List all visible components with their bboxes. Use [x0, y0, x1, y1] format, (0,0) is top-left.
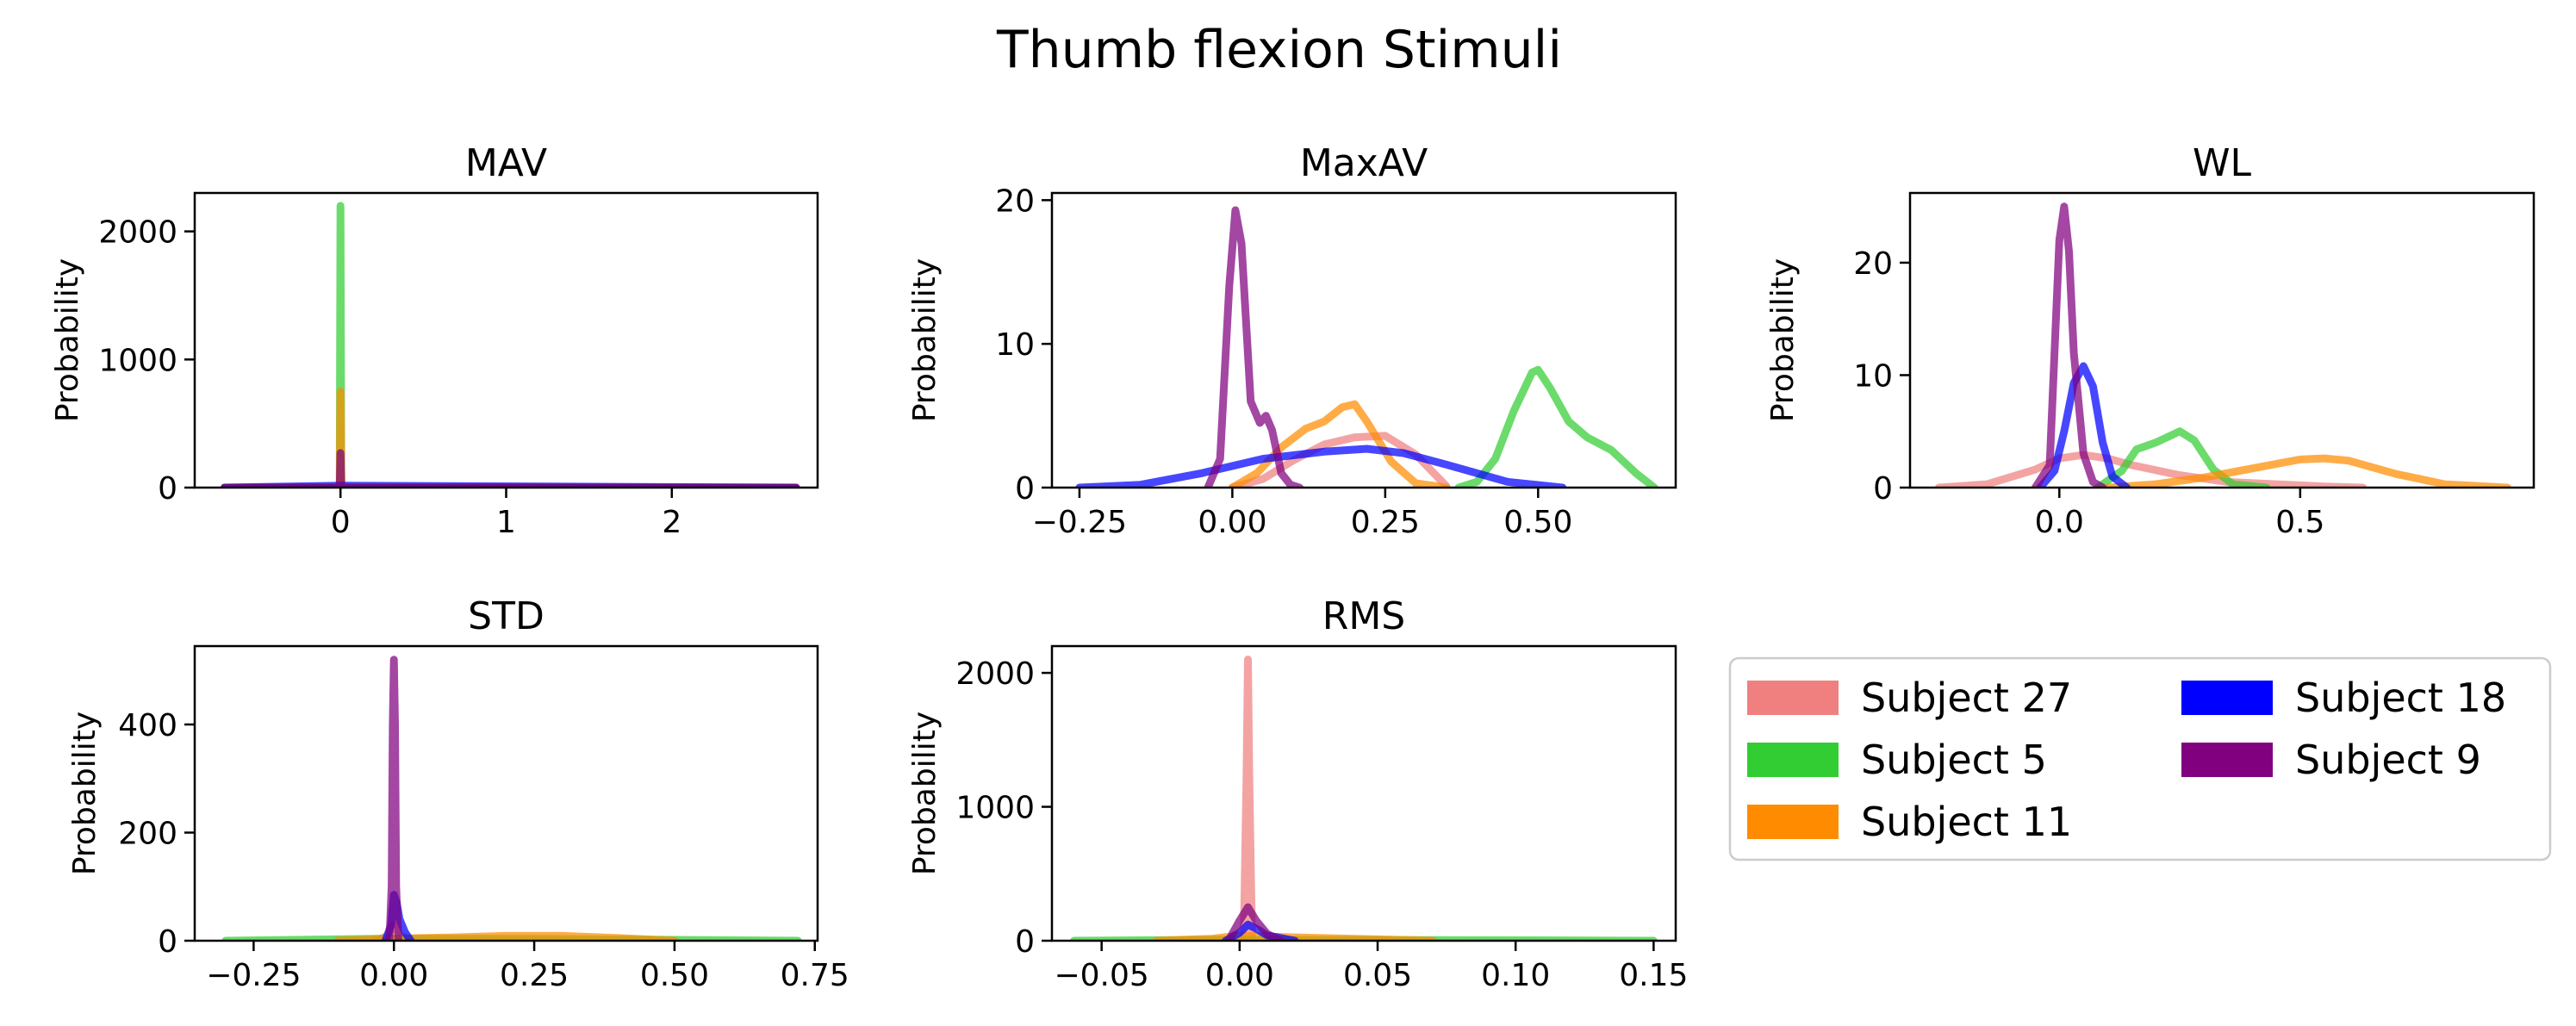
y-axis-label-rms: Probability	[907, 712, 943, 875]
subplot-title-wl: WL	[2193, 141, 2252, 185]
series-line-wl-subject-11	[2103, 454, 2511, 488]
legend-swatch-subject-5	[1747, 743, 1839, 777]
x-tick-label: 0	[331, 505, 351, 540]
x-tick-label: 0.25	[1351, 505, 1420, 540]
y-tick-label: 200	[118, 816, 177, 851]
series-line-mav-subject-9	[221, 449, 800, 488]
x-tick-label: 0.50	[640, 958, 709, 993]
y-tick-label: 0	[1873, 471, 1893, 507]
legend-label-subject-5: Subject 5	[1861, 737, 2047, 783]
y-tick-label: 2000	[98, 215, 177, 251]
figure-title: Thumb flexion Stimuli	[996, 20, 1562, 80]
series-group-rms	[1070, 656, 1658, 941]
series-group-wl	[1935, 202, 2511, 488]
series-line-mav-subject-11	[221, 388, 800, 488]
series-line-wl-subject-5	[2094, 427, 2271, 488]
y-axis-label-wl: Probability	[1765, 258, 1801, 422]
subplot-maxav: MaxAV Probability −0.25 0.00 0.25 0.50 0 10 20	[907, 141, 1677, 540]
y-tick-label: 400	[118, 708, 177, 743]
x-tick-label: 0.0	[2035, 505, 2084, 540]
y-axis-label-mav: Probability	[50, 258, 85, 422]
series-line-maxav-subject-5	[1454, 365, 1658, 488]
x-tick-label: 2	[662, 505, 681, 540]
y-tick-label: 0	[1015, 471, 1035, 507]
legend-label-subject-27: Subject 27	[1861, 675, 2072, 721]
x-tick-label: 0.00	[359, 958, 428, 993]
series-line-maxav-subject-18	[1075, 445, 1567, 488]
legend-label-subject-18: Subject 18	[2295, 675, 2506, 721]
y-tick-label: 1000	[955, 791, 1035, 826]
axes-frame-wl	[1908, 191, 2536, 489]
legend-swatch-subject-18	[2181, 681, 2273, 715]
y-tick-label: 2000	[955, 656, 1035, 692]
legend: Subject 27 Subject 5 Subject 11 Subject 18 S…	[1728, 656, 2552, 861]
y-axis-label-std: Probability	[67, 712, 103, 875]
x-tick-label: 0.5	[2275, 505, 2324, 540]
y-tick-label: 10	[995, 327, 1035, 363]
series-group-maxav	[1075, 206, 1658, 488]
x-tick-label: 0.00	[1205, 958, 1274, 993]
series-line-rms-subject-27	[1240, 656, 1256, 941]
x-tick-label: −0.05	[1054, 958, 1148, 993]
subplot-std: STD Probability −0.25 0.00 0.25 0.50 0.75 0 200 4…	[67, 594, 849, 993]
axes-frame-mav	[193, 191, 819, 489]
x-tick-label: 1	[496, 505, 516, 540]
axes-frame-rms	[1050, 644, 1677, 942]
axes-frame-std	[193, 644, 819, 942]
legend-label-subject-11: Subject 11	[1861, 799, 2072, 845]
series-group-mav	[221, 202, 800, 488]
y-tick-label: 0	[158, 924, 177, 960]
subplot-wl: WL Probability 0.0 0.5 0 10 20	[1765, 141, 2536, 540]
series-line-wl-subject-9	[2031, 202, 2107, 488]
subplot-title-rms: RMS	[1322, 594, 1405, 638]
axes-frame-maxav	[1050, 191, 1677, 489]
subplot-mav: MAV Probability 0 1 2 0 1000 2000	[50, 141, 819, 540]
x-tick-label: 0.05	[1343, 958, 1412, 993]
x-tick-label: 0.50	[1503, 505, 1572, 540]
series-line-std-subject-11	[333, 931, 679, 941]
y-tick-label: 1000	[98, 343, 177, 378]
series-line-wl-subject-27	[1935, 451, 2367, 488]
y-tick-label: 0	[1015, 924, 1035, 960]
y-tick-label: 0	[158, 471, 177, 507]
legend-label-subject-9: Subject 9	[2295, 737, 2481, 783]
series-line-std-subject-9	[385, 656, 402, 941]
subplot-rms: RMS Probability −0.05 0.00 0.05 0.10 0.15 0 1000…	[907, 594, 1688, 993]
subplot-title-mav: MAV	[465, 141, 547, 185]
legend-swatch-subject-27	[1747, 681, 1839, 715]
series-line-mav-subject-5	[221, 202, 800, 488]
legend-frame	[1728, 656, 2552, 861]
x-tick-label: 0.25	[500, 958, 569, 993]
subplot-title-maxav: MaxAV	[1300, 141, 1428, 185]
x-tick-label: −0.25	[206, 958, 301, 993]
y-tick-label: 20	[1853, 246, 1893, 282]
series-group-std	[221, 656, 802, 941]
x-tick-label: 0.75	[781, 958, 849, 993]
x-tick-label: −0.25	[1032, 505, 1127, 540]
legend-swatch-subject-9	[2181, 743, 2273, 777]
y-tick-label: 20	[995, 183, 1035, 219]
series-line-maxav-subject-9	[1204, 206, 1304, 488]
series-line-wl-subject-18	[2036, 362, 2131, 488]
subplot-title-std: STD	[468, 594, 544, 638]
series-line-rms-subject-9	[1224, 903, 1285, 941]
x-tick-label: 0.15	[1619, 958, 1688, 993]
y-tick-label: 10	[1853, 358, 1893, 394]
x-tick-label: 0.10	[1481, 958, 1550, 993]
legend-swatch-subject-11	[1747, 805, 1839, 839]
y-axis-label-maxav: Probability	[907, 258, 943, 422]
x-tick-label: 0.00	[1198, 505, 1266, 540]
